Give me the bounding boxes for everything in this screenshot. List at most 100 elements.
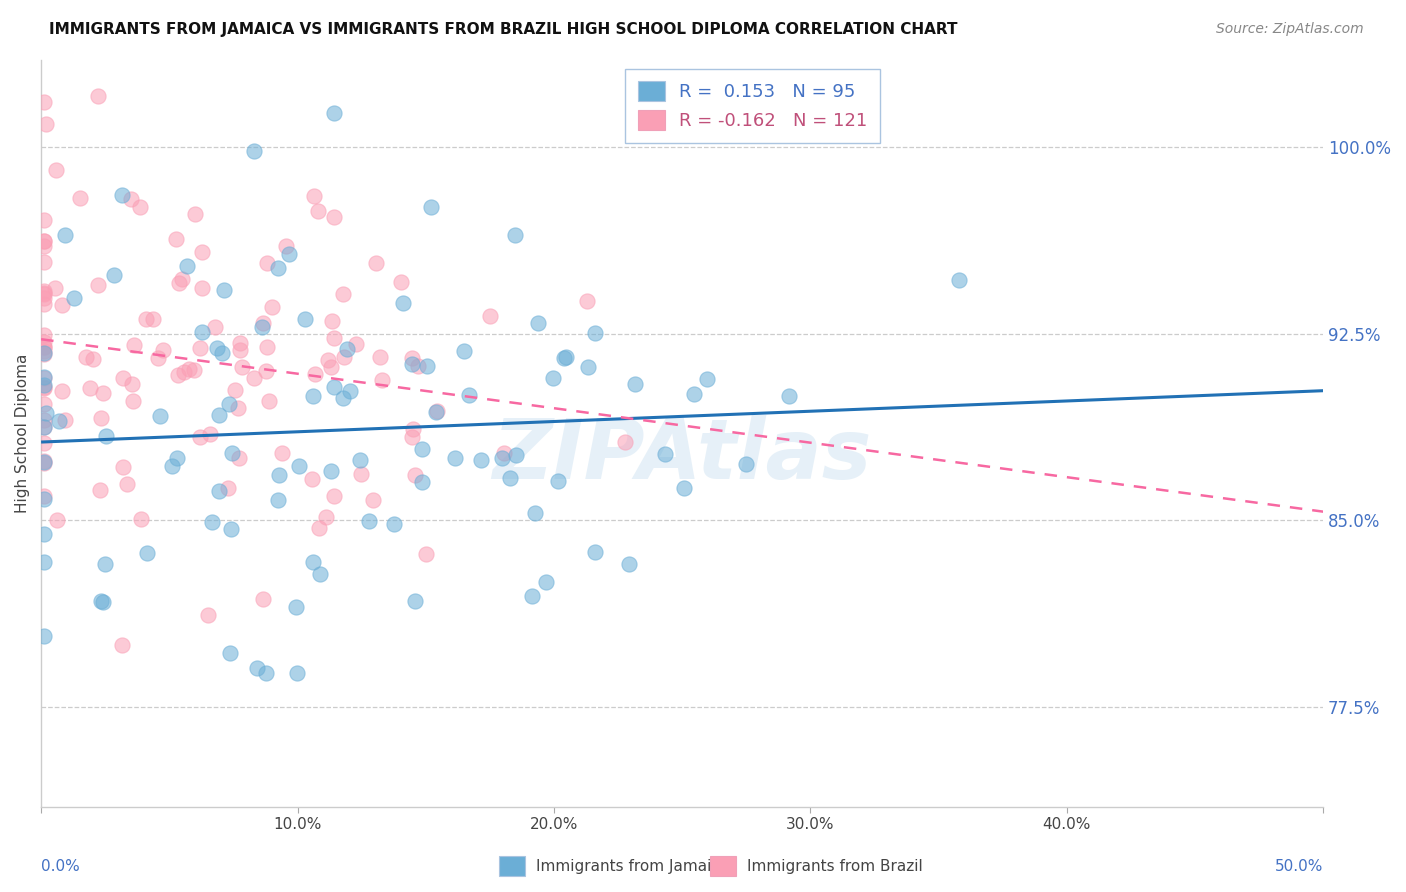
Point	[494, 446, 516, 460]
Point	[332, 287, 354, 301]
Point	[357, 514, 380, 528]
Point	[322, 210, 344, 224]
Point	[288, 458, 311, 473]
Point	[318, 353, 340, 368]
Point	[416, 359, 439, 373]
Point	[366, 255, 388, 269]
Point	[308, 521, 330, 535]
Point	[948, 273, 970, 287]
Point	[89, 483, 111, 497]
Point	[304, 189, 326, 203]
Point	[505, 448, 527, 462]
Point	[384, 517, 406, 532]
Point	[505, 227, 527, 242]
Point	[32, 455, 55, 469]
Point	[228, 450, 250, 465]
Point	[165, 231, 187, 245]
Point	[221, 446, 243, 460]
Point	[121, 377, 143, 392]
Point	[191, 280, 214, 294]
Point	[308, 567, 330, 582]
Point	[204, 320, 226, 334]
Point	[254, 665, 277, 680]
Point	[90, 594, 112, 608]
Point	[576, 360, 599, 375]
Point	[44, 280, 66, 294]
Point	[583, 545, 606, 559]
Point	[32, 347, 55, 361]
Point	[254, 364, 277, 378]
Point	[683, 386, 706, 401]
Point	[443, 451, 465, 466]
Point	[183, 363, 205, 377]
Point	[198, 426, 221, 441]
Point	[32, 457, 55, 471]
Point	[256, 339, 278, 353]
Point	[122, 338, 145, 352]
Point	[349, 453, 371, 467]
Point	[51, 384, 73, 399]
Point	[121, 393, 143, 408]
Point	[243, 144, 266, 158]
Text: 50.0%: 50.0%	[1275, 859, 1323, 873]
Point	[392, 296, 415, 310]
Point	[32, 285, 55, 299]
Point	[69, 191, 91, 205]
Point	[285, 599, 308, 614]
Point	[86, 89, 108, 103]
Point	[401, 357, 423, 371]
Point	[177, 361, 200, 376]
Point	[45, 513, 67, 527]
Point	[32, 378, 55, 392]
Point	[778, 389, 800, 403]
Point	[103, 268, 125, 282]
Point	[32, 436, 55, 450]
Point	[323, 106, 346, 120]
Point	[136, 547, 159, 561]
Point	[217, 481, 239, 495]
Point	[553, 351, 575, 365]
Point	[32, 255, 55, 269]
Point	[323, 489, 346, 503]
Point	[197, 607, 219, 622]
Point	[402, 422, 425, 436]
Point	[270, 446, 292, 460]
Point	[32, 420, 55, 434]
Point	[401, 430, 423, 444]
Point	[344, 336, 367, 351]
Point	[371, 373, 394, 387]
Point	[146, 351, 169, 366]
Point	[32, 397, 55, 411]
Point	[166, 368, 188, 382]
Point	[266, 261, 288, 276]
Point	[32, 419, 55, 434]
Point	[252, 316, 274, 330]
Point	[453, 343, 475, 358]
Point	[211, 345, 233, 359]
Point	[315, 510, 337, 524]
Point	[411, 442, 433, 456]
Point	[32, 334, 55, 349]
Point	[32, 340, 55, 354]
Point	[523, 506, 546, 520]
Point	[48, 414, 70, 428]
Point	[208, 484, 231, 499]
Legend: R =  0.153   N = 95, R = -0.162   N = 121: R = 0.153 N = 95, R = -0.162 N = 121	[626, 69, 880, 143]
Text: Source: ZipAtlas.com: Source: ZipAtlas.com	[1216, 22, 1364, 37]
Point	[267, 492, 290, 507]
Point	[32, 213, 55, 227]
Point	[90, 410, 112, 425]
Point	[135, 312, 157, 326]
Point	[111, 371, 134, 385]
Point	[302, 555, 325, 569]
Point	[149, 409, 172, 423]
Point	[219, 522, 242, 536]
Point	[415, 547, 437, 561]
Point	[218, 646, 240, 660]
Point	[401, 351, 423, 366]
Point	[323, 330, 346, 344]
Point	[479, 309, 502, 323]
Point	[53, 228, 76, 243]
Point	[79, 381, 101, 395]
Point	[285, 666, 308, 681]
